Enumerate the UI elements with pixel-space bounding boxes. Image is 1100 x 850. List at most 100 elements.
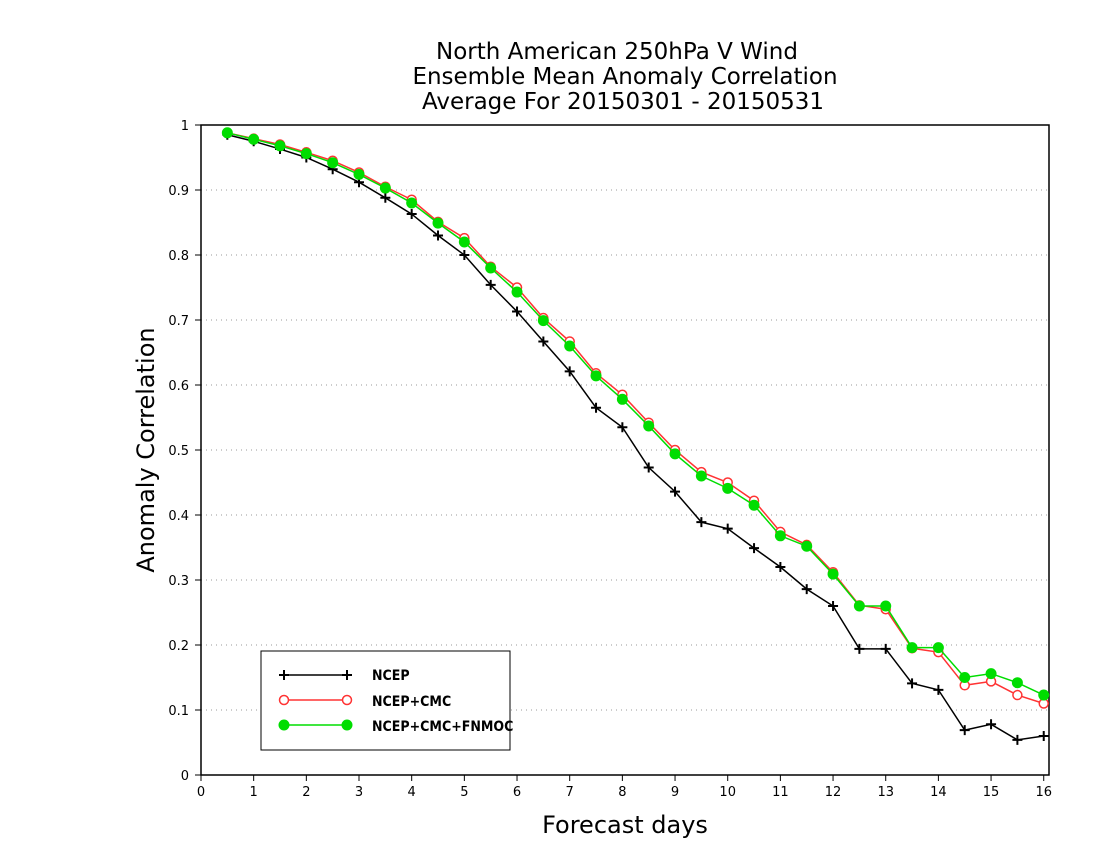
data-point (1038, 731, 1049, 741)
legend-marker (278, 719, 290, 731)
data-point (1038, 689, 1050, 701)
data-point (854, 643, 865, 654)
title-line-3: Average For 20150301 - 20150531 (422, 89, 824, 115)
data-point (670, 486, 681, 497)
legend-marker (341, 719, 353, 731)
legend-marker (278, 694, 290, 706)
data-point (906, 642, 918, 654)
data-point (379, 182, 391, 194)
legend: NCEP NCEP+CMC NCEP+CMC+FNMOC (260, 650, 513, 751)
x-tick-label: 16 (1035, 785, 1052, 800)
data-point (907, 678, 918, 689)
data-point (880, 643, 891, 654)
data-point (933, 684, 944, 695)
x-tick-label: 13 (877, 785, 894, 800)
data-point (353, 168, 365, 180)
y-tick-label: 0.1 (168, 704, 189, 719)
data-point (512, 306, 523, 317)
x-tick-label: 7 (566, 785, 574, 800)
data-point (380, 192, 391, 203)
data-point (1012, 734, 1023, 745)
data-point (433, 230, 444, 241)
y-tick-label: 0.7 (168, 314, 189, 329)
data-point (880, 600, 892, 612)
data-point (617, 422, 628, 433)
x-tick-label: 3 (355, 785, 363, 800)
data-point (749, 543, 760, 554)
x-tick-label: 5 (460, 785, 468, 800)
data-point (564, 366, 575, 377)
x-tick-label: 14 (930, 785, 947, 800)
x-tick-label: 1 (250, 785, 258, 800)
axes: 00.10.20.30.40.50.60.70.80.910 1 2 3 4 5 6 7 8 9 1… (168, 119, 1052, 800)
data-point (801, 584, 812, 595)
data-point (748, 499, 760, 511)
data-point (327, 157, 339, 169)
data-point (959, 725, 970, 736)
title-line-1: North American 250hPa V Wind (436, 39, 798, 65)
data-point (459, 250, 470, 260)
chart-title: North American 250hPa V Wind Ensemble Me… (412, 39, 837, 115)
x-tick-label: 4 (408, 785, 416, 800)
legend-label-ncep-cmc-fnmoc: NCEP+CMC+FNMOC (372, 719, 513, 735)
y-tick-label: 0.6 (168, 379, 189, 394)
y-tick-label: 1 (181, 119, 189, 134)
x-tick-label: 11 (772, 785, 789, 800)
data-point (986, 719, 997, 730)
legend-marker (341, 694, 353, 706)
data-point (300, 148, 312, 160)
data-point (537, 315, 549, 327)
data-point (406, 197, 418, 209)
legend-marker (342, 670, 352, 680)
x-tick-label: 8 (618, 785, 626, 800)
data-point (590, 370, 602, 382)
y-tick-label: 0 (181, 769, 189, 784)
data-point (538, 336, 549, 347)
data-point (695, 470, 707, 482)
data-point (248, 133, 260, 145)
data-point (828, 601, 839, 611)
data-point (827, 568, 839, 580)
x-tick-label: 2 (302, 785, 310, 800)
x-tick-label: 9 (671, 785, 679, 800)
data-point (1011, 677, 1023, 689)
x-tick-label: 10 (719, 785, 736, 800)
data-point (985, 668, 997, 680)
data-point (432, 217, 444, 229)
data-point (669, 448, 681, 460)
legend-label-ncep-cmc: NCEP+CMC (372, 694, 451, 710)
x-tick-label: 15 (983, 785, 1000, 800)
y-tick-label: 0.9 (168, 184, 189, 199)
y-tick-label: 0.2 (168, 639, 189, 654)
series-ncep (222, 129, 1049, 745)
data-point (616, 393, 628, 405)
y-tick-label: 0.3 (168, 574, 189, 589)
y-tick-label: 0.8 (168, 249, 189, 264)
data-point (485, 262, 497, 274)
y-tick-label: 0.5 (168, 444, 189, 459)
data-point (485, 279, 496, 290)
y-axis-title: Anomaly Correlation (132, 327, 160, 572)
data-point (1012, 689, 1023, 701)
x-axis-title: Forecast days (542, 811, 708, 839)
y-tick-label: 0.4 (168, 509, 189, 524)
x-tick-label: 12 (825, 785, 842, 800)
data-point (221, 127, 233, 139)
data-point (775, 562, 786, 572)
data-point (591, 402, 602, 413)
data-point (458, 236, 470, 248)
data-point (932, 642, 944, 654)
series-ncep-cmc-fnmoc (221, 127, 1050, 701)
series-line (227, 134, 1044, 741)
data-point (511, 286, 523, 298)
x-tick-label: 0 (197, 785, 205, 800)
series-layer (221, 127, 1050, 745)
legend-samples (278, 670, 353, 731)
legend-label-ncep: NCEP (372, 668, 410, 684)
data-point (959, 672, 971, 683)
data-point (853, 600, 865, 612)
data-point (722, 482, 734, 494)
title-line-2: Ensemble Mean Anomaly Correlation (412, 64, 837, 90)
data-point (274, 140, 286, 152)
